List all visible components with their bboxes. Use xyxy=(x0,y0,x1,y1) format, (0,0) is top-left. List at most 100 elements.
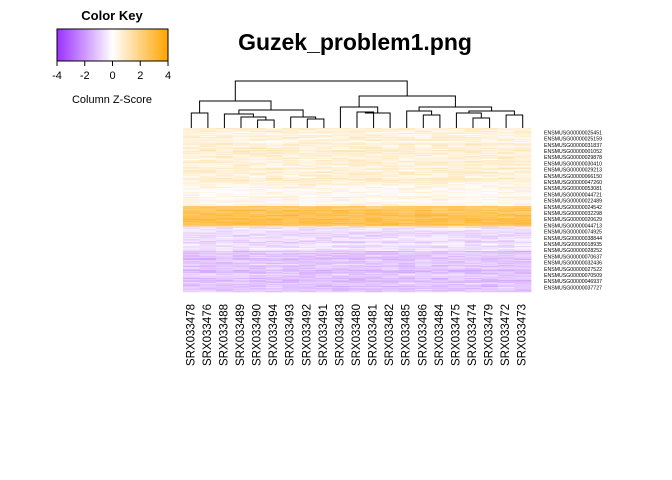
heatmap-cell xyxy=(232,277,250,279)
heatmap-cell xyxy=(514,166,532,168)
heatmap-cell xyxy=(216,275,234,277)
heatmap-cell xyxy=(448,169,466,171)
heatmap-cell xyxy=(514,268,532,270)
heatmap-cell xyxy=(398,166,416,168)
heatmap-cell xyxy=(464,150,482,152)
row-label: ENSMUSG00000031837 xyxy=(544,143,602,149)
heatmap-cell xyxy=(199,164,217,167)
heatmap-cell xyxy=(315,132,333,134)
heatmap-cell xyxy=(381,240,399,242)
heatmap-cell xyxy=(315,172,333,174)
heatmap-cell xyxy=(216,260,234,262)
heatmap-cell xyxy=(265,199,283,201)
heatmap-cell xyxy=(514,141,532,144)
heatmap-cell xyxy=(398,195,416,197)
heatmap-cell xyxy=(398,238,416,240)
heatmap-cell xyxy=(514,289,532,291)
heatmap-cell xyxy=(431,151,449,153)
heatmap-cell xyxy=(216,247,234,249)
heatmap-cell xyxy=(365,182,383,185)
heatmap-cell xyxy=(183,283,200,285)
heatmap-cell xyxy=(348,140,366,142)
heatmap-cell xyxy=(481,215,499,217)
heatmap-cell xyxy=(381,129,399,131)
heatmap-cell xyxy=(514,199,532,201)
heatmap-cell xyxy=(332,131,350,133)
heatmap-cell xyxy=(431,137,449,139)
heatmap-cell xyxy=(365,204,383,206)
heatmap-cell xyxy=(199,158,217,160)
heatmap-cell xyxy=(398,228,416,230)
heatmap-cell xyxy=(315,199,333,201)
heatmap-cell xyxy=(497,169,515,171)
heatmap-cell xyxy=(348,270,366,272)
heatmap-cell xyxy=(365,209,383,211)
heatmap-cell xyxy=(249,145,267,147)
heatmap-cell xyxy=(365,140,383,142)
heatmap-cell xyxy=(265,224,283,226)
heatmap-cell xyxy=(431,223,449,226)
heatmap-cell xyxy=(431,256,449,258)
heatmap-cell xyxy=(183,148,200,150)
heatmap-cell xyxy=(249,157,267,159)
heatmap-cell xyxy=(348,288,366,290)
heatmap-cell xyxy=(431,238,449,240)
heatmap-cell xyxy=(183,280,200,282)
heatmap-cell xyxy=(332,238,350,240)
heatmap-cell xyxy=(415,238,432,240)
heatmap-cell xyxy=(348,273,366,275)
heatmap-cell xyxy=(381,233,399,235)
heatmap-cell xyxy=(398,260,416,262)
heatmap-cell xyxy=(464,176,482,178)
heatmap-cell xyxy=(448,291,466,293)
heatmap-cell xyxy=(415,203,432,205)
heatmap-cell xyxy=(398,155,416,157)
heatmap-cell xyxy=(398,282,416,284)
heatmap-cell xyxy=(199,193,217,195)
heatmap-cell xyxy=(216,230,234,232)
heatmap-cell xyxy=(365,132,383,135)
heatmap-cell xyxy=(315,228,333,230)
heatmap-cell xyxy=(431,162,449,164)
heatmap-cell xyxy=(381,205,399,208)
heatmap-cell xyxy=(232,273,250,276)
heatmap-cell xyxy=(497,217,515,219)
heatmap-cell xyxy=(365,176,383,178)
heatmap-cell xyxy=(232,257,250,259)
heatmap-cell xyxy=(348,198,366,200)
heatmap-cell xyxy=(514,274,532,276)
heatmap-cell xyxy=(448,134,466,136)
heatmap-cell xyxy=(315,272,333,274)
heatmap-cell xyxy=(415,152,432,154)
heatmap-cell xyxy=(365,155,383,157)
heatmap-cell xyxy=(282,277,300,279)
heatmap-cell xyxy=(497,150,515,153)
heatmap-cell xyxy=(199,182,217,185)
heatmap-cell xyxy=(464,255,482,258)
heatmap-cell xyxy=(282,208,300,210)
heatmap-cell xyxy=(216,166,234,168)
heatmap-cell xyxy=(448,223,466,226)
heatmap-cell xyxy=(464,225,482,227)
heatmap-cell xyxy=(232,173,250,175)
heatmap-cell xyxy=(315,188,333,190)
heatmap-cell xyxy=(282,258,300,260)
heatmap-cell xyxy=(232,222,250,224)
heatmap-cell xyxy=(448,192,466,194)
heatmap-cell xyxy=(398,157,416,159)
heatmap-cell xyxy=(381,187,399,189)
heatmap-cell xyxy=(232,196,250,198)
heatmap-cell xyxy=(448,208,466,210)
heatmap-cell xyxy=(398,217,416,219)
heatmap-cell xyxy=(431,271,449,273)
heatmap-cell xyxy=(415,250,432,252)
heatmap-cell xyxy=(365,159,383,162)
heatmap-cell xyxy=(282,196,300,198)
heatmap-cell xyxy=(398,262,416,264)
heatmap-cell xyxy=(481,214,499,217)
heatmap-cell xyxy=(265,159,283,162)
heatmap-cell xyxy=(249,134,267,136)
heatmap-cell xyxy=(249,253,267,255)
heatmap-cell xyxy=(514,281,532,283)
heatmap-cell xyxy=(348,271,366,273)
